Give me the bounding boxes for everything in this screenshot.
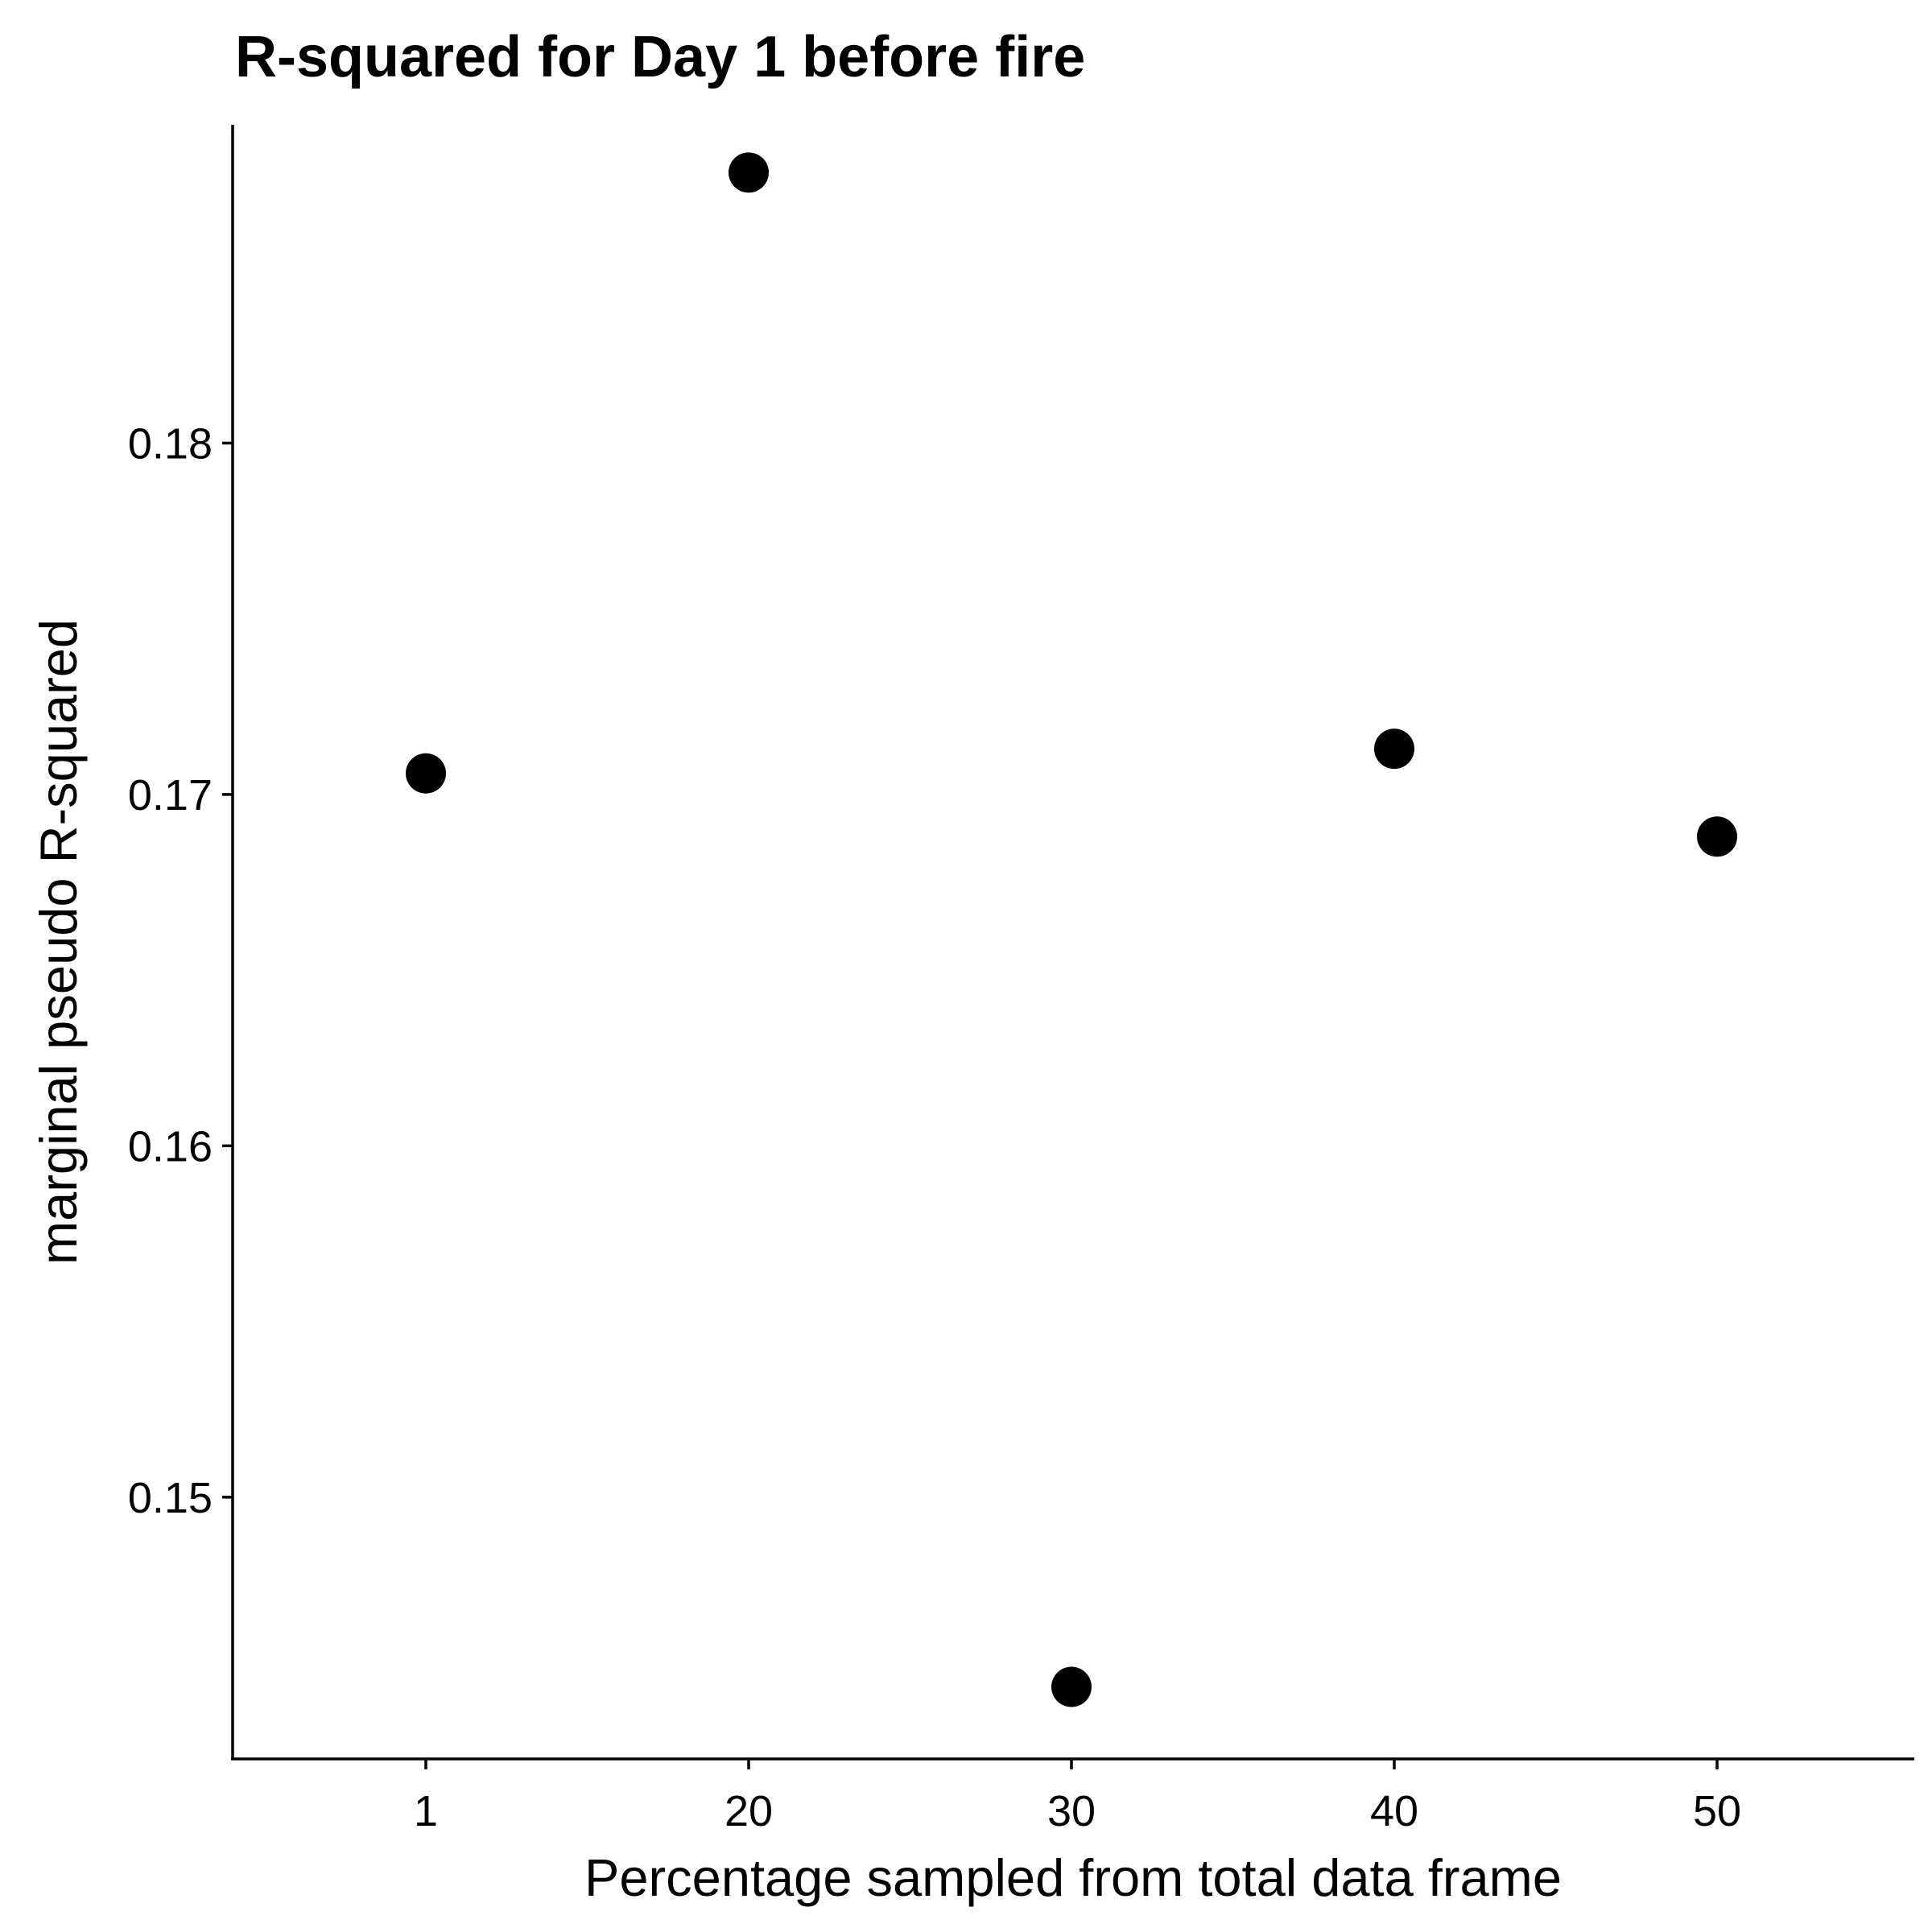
data-point — [1051, 1666, 1092, 1707]
chart-title: R-squared for Day 1 before fire — [235, 25, 1085, 89]
data-point — [1697, 816, 1737, 857]
y-tick-label: 0.18 — [128, 419, 213, 468]
x-tick-label: 30 — [1047, 1787, 1096, 1835]
x-tick-label: 20 — [724, 1787, 773, 1835]
y-tick-label: 0.17 — [128, 771, 213, 819]
data-point — [406, 753, 446, 794]
data-points — [406, 152, 1737, 1707]
x-tick-label: 40 — [1370, 1787, 1418, 1835]
x-tick-label: 50 — [1693, 1787, 1741, 1835]
data-point — [729, 152, 769, 193]
x-tick-label: 1 — [414, 1787, 438, 1835]
data-point — [1374, 729, 1414, 770]
y-tick-label: 0.16 — [128, 1122, 213, 1170]
x-axis-label: Percentage sampled from total data frame — [584, 1848, 1562, 1907]
y-axis-ticks: 0.15 0.16 0.17 0.18 — [128, 419, 233, 1522]
y-axis-label: marginal pseudo R-squared — [29, 619, 88, 1265]
y-tick-label: 0.15 — [128, 1474, 213, 1522]
x-axis-ticks: 1 20 30 40 50 — [414, 1759, 1741, 1835]
